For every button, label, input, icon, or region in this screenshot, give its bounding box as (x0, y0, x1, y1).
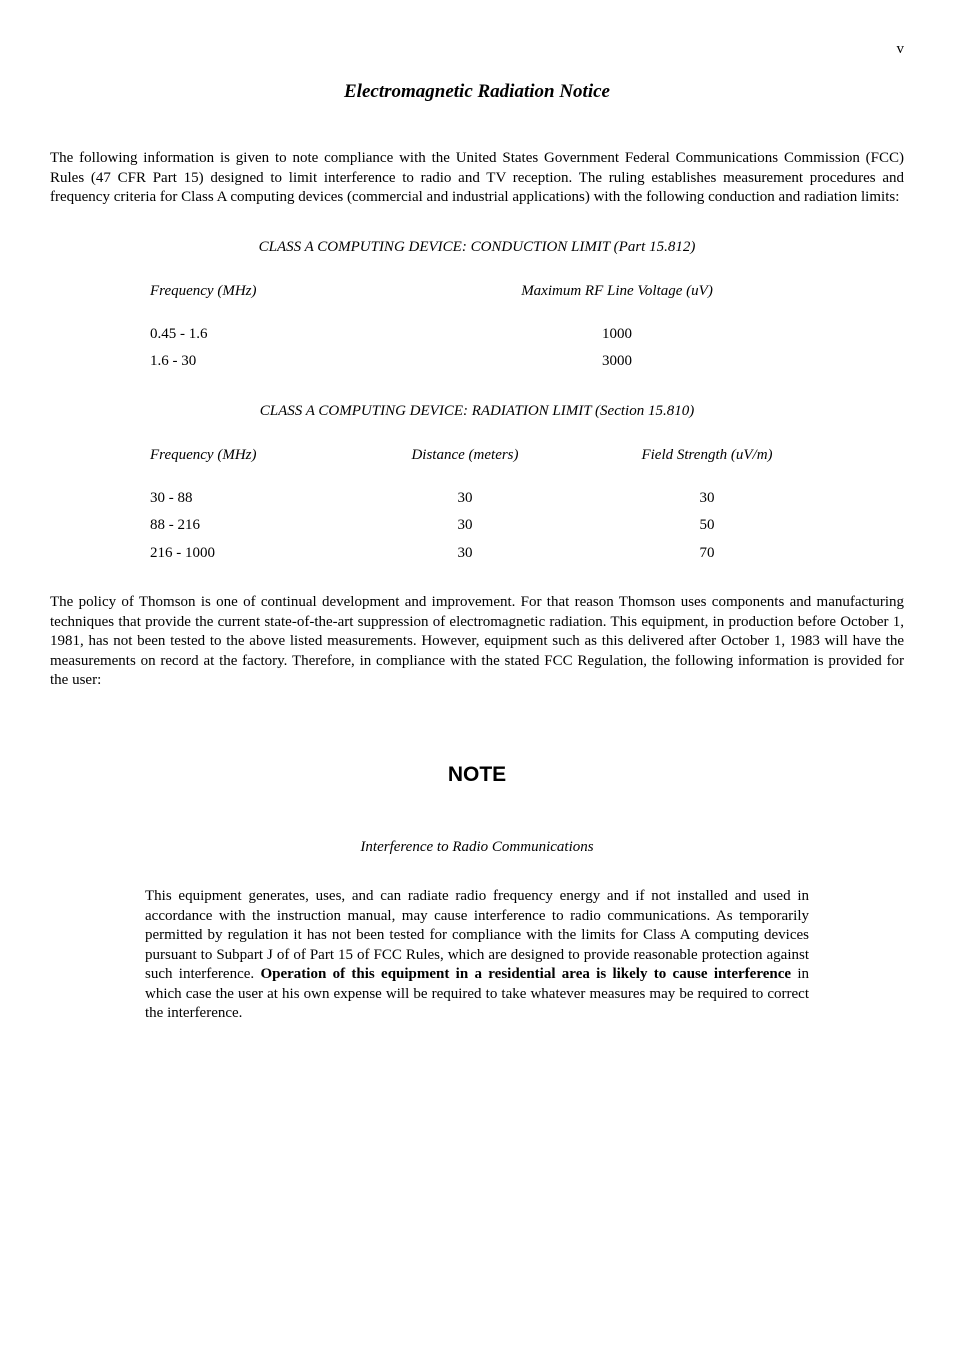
table2-cell: 70 (580, 544, 834, 564)
intro-paragraph: The following information is given to no… (50, 149, 904, 208)
note-heading: NOTE (50, 761, 904, 788)
table2-heading: CLASS A COMPUTING DEVICE: RADIATION LIMI… (50, 402, 904, 422)
table1-header-col1: Frequency (MHz) (120, 282, 400, 302)
table2-cell: 30 (350, 516, 580, 536)
conduction-limit-table: Frequency (MHz) Maximum RF Line Voltage … (120, 282, 834, 372)
table-row: 30 - 88 30 30 (120, 489, 834, 509)
table2-cell: 30 - 88 (120, 489, 350, 509)
table1-header-row: Frequency (MHz) Maximum RF Line Voltage … (120, 282, 834, 302)
table1-cell: 1000 (400, 325, 834, 345)
table1-cell: 0.45 - 1.6 (120, 325, 400, 345)
table-row: 216 - 1000 30 70 (120, 544, 834, 564)
table2-cell: 50 (580, 516, 834, 536)
table2-cell: 30 (580, 489, 834, 509)
table2-cell: 216 - 1000 (120, 544, 350, 564)
table2-header-col3: Field Strength (uV/m) (580, 446, 834, 466)
note-subheading: Interference to Radio Communications (50, 838, 904, 858)
table2-header-col2: Distance (meters) (350, 446, 580, 466)
table2-cell: 30 (350, 489, 580, 509)
table-row: 1.6 - 30 3000 (120, 352, 834, 372)
table-row: 0.45 - 1.6 1000 (120, 325, 834, 345)
note-body-bold: Operation of this equipment in a residen… (260, 966, 791, 982)
table2-container: Frequency (MHz) Distance (meters) Field … (120, 446, 834, 563)
note-body: This equipment generates, uses, and can … (145, 887, 809, 1024)
page-number: v (50, 40, 904, 60)
table1-heading: CLASS A COMPUTING DEVICE: CONDUCTION LIM… (50, 238, 904, 258)
table1-cell: 3000 (400, 352, 834, 372)
table1-container: Frequency (MHz) Maximum RF Line Voltage … (120, 282, 834, 372)
table2-cell: 88 - 216 (120, 516, 350, 536)
table2-cell: 30 (350, 544, 580, 564)
table1-header-col2: Maximum RF Line Voltage (uV) (400, 282, 834, 302)
document-title: Electromagnetic Radiation Notice (50, 80, 904, 105)
policy-paragraph: The policy of Thomson is one of continua… (50, 593, 904, 691)
table2-header-row: Frequency (MHz) Distance (meters) Field … (120, 446, 834, 466)
table2-header-col1: Frequency (MHz) (120, 446, 350, 466)
table-row: 88 - 216 30 50 (120, 516, 834, 536)
table1-cell: 1.6 - 30 (120, 352, 400, 372)
radiation-limit-table: Frequency (MHz) Distance (meters) Field … (120, 446, 834, 563)
